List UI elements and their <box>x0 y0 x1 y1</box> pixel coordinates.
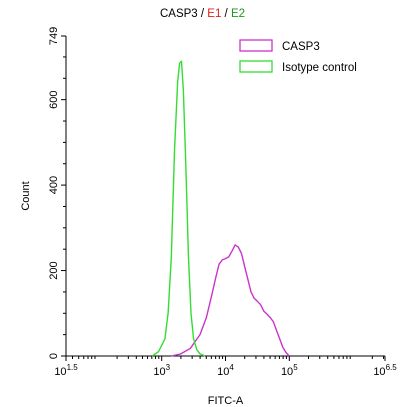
x-tick-label: 106.5 <box>373 363 397 378</box>
y-tick-label: 200 <box>48 261 60 279</box>
title-part: / <box>197 8 208 20</box>
legend-swatch <box>239 60 273 73</box>
title-part: / <box>221 8 231 20</box>
x-tick-label: 101.5 <box>54 363 78 378</box>
x-axis-title: FITC-A <box>208 395 244 407</box>
y-tick-label: 0 <box>48 353 60 359</box>
series-line-isotype-control <box>151 60 206 357</box>
y-axis-title: Count <box>20 181 32 210</box>
x-tick-label: 105 <box>281 363 298 378</box>
chart-title: CASP3 / E1 / E2 <box>0 8 405 20</box>
x-tick-label: 103 <box>153 363 170 378</box>
x-tick-label: 104 <box>217 363 234 378</box>
y-tick-label: 600 <box>48 90 60 108</box>
y-tick-label: 749 <box>48 27 60 45</box>
y-tick-label: 400 <box>48 176 60 194</box>
legend-label: CASP3 <box>282 41 320 53</box>
legend-swatch <box>239 39 273 52</box>
legend-label: Isotype control <box>282 62 357 74</box>
series-line-casp3 <box>171 244 290 357</box>
title-part: CASP3 <box>159 8 198 20</box>
title-part: E1 <box>207 8 222 20</box>
title-part: E2 <box>230 8 246 20</box>
